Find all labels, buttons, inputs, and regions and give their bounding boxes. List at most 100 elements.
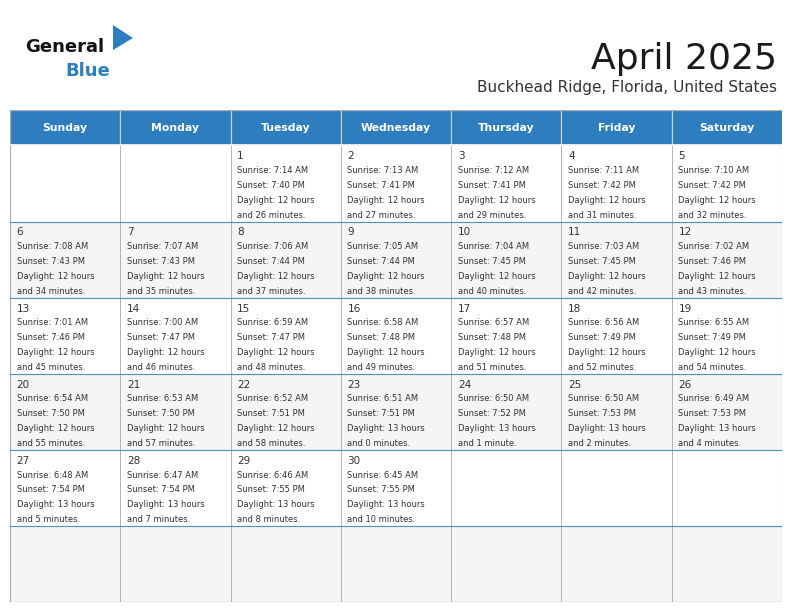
Text: Sunrise: 7:01 AM: Sunrise: 7:01 AM (17, 318, 88, 327)
Text: 19: 19 (678, 304, 691, 313)
Text: and 2 minutes.: and 2 minutes. (568, 439, 631, 448)
Bar (451, 146, 562, 222)
Text: Wednesday: Wednesday (361, 123, 431, 133)
Text: 29: 29 (237, 456, 250, 466)
Text: Sunrise: 7:14 AM: Sunrise: 7:14 AM (237, 166, 308, 175)
Text: Sunrise: 7:12 AM: Sunrise: 7:12 AM (458, 166, 529, 175)
Text: Daylight: 12 hours: Daylight: 12 hours (348, 196, 425, 205)
Text: Daylight: 12 hours: Daylight: 12 hours (458, 348, 535, 357)
Text: General: General (25, 38, 104, 56)
Bar (451, 374, 562, 450)
Text: Sunset: 7:47 PM: Sunset: 7:47 PM (127, 333, 195, 342)
Text: Daylight: 12 hours: Daylight: 12 hours (458, 272, 535, 281)
Text: and 34 minutes.: and 34 minutes. (17, 287, 85, 296)
Bar (120, 374, 230, 450)
Text: and 57 minutes.: and 57 minutes. (127, 439, 196, 448)
Text: Sunset: 7:48 PM: Sunset: 7:48 PM (348, 333, 416, 342)
Bar (672, 110, 782, 146)
Text: Daylight: 12 hours: Daylight: 12 hours (678, 196, 756, 205)
Bar (451, 297, 562, 374)
Text: Sunset: 7:44 PM: Sunset: 7:44 PM (237, 257, 305, 266)
Text: Daylight: 13 hours: Daylight: 13 hours (568, 424, 645, 433)
Text: Sunrise: 7:10 AM: Sunrise: 7:10 AM (678, 166, 749, 175)
Text: Sunrise: 6:48 AM: Sunrise: 6:48 AM (17, 471, 88, 480)
Text: and 32 minutes.: and 32 minutes. (678, 211, 747, 220)
Text: Sunset: 7:43 PM: Sunset: 7:43 PM (17, 257, 85, 266)
Text: 7: 7 (127, 228, 134, 237)
Bar (672, 297, 782, 374)
Text: Daylight: 12 hours: Daylight: 12 hours (237, 424, 314, 433)
Text: Daylight: 13 hours: Daylight: 13 hours (348, 424, 425, 433)
Text: Sunrise: 7:11 AM: Sunrise: 7:11 AM (568, 166, 639, 175)
Text: Sunrise: 6:51 AM: Sunrise: 6:51 AM (348, 395, 419, 403)
Bar (672, 450, 782, 526)
Text: Sunset: 7:49 PM: Sunset: 7:49 PM (568, 333, 636, 342)
Text: Sunrise: 6:55 AM: Sunrise: 6:55 AM (678, 318, 749, 327)
Text: 6: 6 (17, 228, 23, 237)
Text: and 54 minutes.: and 54 minutes. (678, 363, 747, 372)
Text: 25: 25 (568, 379, 581, 390)
Text: Daylight: 12 hours: Daylight: 12 hours (127, 348, 204, 357)
Text: Daylight: 12 hours: Daylight: 12 hours (127, 272, 204, 281)
Text: 20: 20 (17, 379, 30, 390)
Text: Sunset: 7:40 PM: Sunset: 7:40 PM (237, 181, 305, 190)
Text: 10: 10 (458, 228, 471, 237)
Polygon shape (113, 25, 133, 50)
Text: Sunset: 7:54 PM: Sunset: 7:54 PM (17, 485, 85, 494)
Bar (120, 222, 230, 297)
Text: Daylight: 12 hours: Daylight: 12 hours (568, 348, 645, 357)
Text: and 45 minutes.: and 45 minutes. (17, 363, 85, 372)
Text: Buckhead Ridge, Florida, United States: Buckhead Ridge, Florida, United States (477, 80, 777, 95)
Text: Sunset: 7:46 PM: Sunset: 7:46 PM (678, 257, 746, 266)
Text: and 4 minutes.: and 4 minutes. (678, 439, 741, 448)
Text: Sunrise: 6:50 AM: Sunrise: 6:50 AM (458, 395, 529, 403)
Text: Daylight: 12 hours: Daylight: 12 hours (348, 272, 425, 281)
Text: 15: 15 (237, 304, 250, 313)
Text: Sunset: 7:45 PM: Sunset: 7:45 PM (458, 257, 526, 266)
Bar (341, 526, 451, 602)
Text: and 58 minutes.: and 58 minutes. (237, 439, 306, 448)
Text: 23: 23 (348, 379, 360, 390)
Text: Sunset: 7:53 PM: Sunset: 7:53 PM (568, 409, 636, 418)
Text: Monday: Monday (151, 123, 200, 133)
Text: Daylight: 12 hours: Daylight: 12 hours (348, 348, 425, 357)
Text: Sunset: 7:51 PM: Sunset: 7:51 PM (348, 409, 415, 418)
Bar (562, 450, 672, 526)
Text: Friday: Friday (598, 123, 635, 133)
Text: and 0 minutes.: and 0 minutes. (348, 439, 410, 448)
Text: 16: 16 (348, 304, 360, 313)
Text: and 1 minute.: and 1 minute. (458, 439, 516, 448)
Text: Daylight: 13 hours: Daylight: 13 hours (678, 424, 756, 433)
Text: Sunrise: 7:13 AM: Sunrise: 7:13 AM (348, 166, 419, 175)
Bar (230, 526, 341, 602)
Bar (451, 222, 562, 297)
Text: April 2025: April 2025 (591, 42, 777, 76)
Text: Sunrise: 6:57 AM: Sunrise: 6:57 AM (458, 318, 529, 327)
Text: Sunset: 7:41 PM: Sunset: 7:41 PM (458, 181, 526, 190)
Bar (451, 526, 562, 602)
Text: 5: 5 (678, 151, 685, 162)
Text: and 43 minutes.: and 43 minutes. (678, 287, 747, 296)
Text: and 31 minutes.: and 31 minutes. (568, 211, 637, 220)
Text: 30: 30 (348, 456, 360, 466)
Text: Daylight: 13 hours: Daylight: 13 hours (17, 500, 94, 509)
Text: Sunset: 7:42 PM: Sunset: 7:42 PM (568, 181, 636, 190)
Text: Sunrise: 7:03 AM: Sunrise: 7:03 AM (568, 242, 639, 252)
Text: Daylight: 12 hours: Daylight: 12 hours (17, 424, 94, 433)
Text: Sunrise: 7:06 AM: Sunrise: 7:06 AM (237, 242, 308, 252)
Text: 8: 8 (237, 228, 244, 237)
Text: Sunset: 7:48 PM: Sunset: 7:48 PM (458, 333, 526, 342)
Text: Sunrise: 6:56 AM: Sunrise: 6:56 AM (568, 318, 639, 327)
Text: Daylight: 12 hours: Daylight: 12 hours (17, 272, 94, 281)
Text: and 8 minutes.: and 8 minutes. (237, 515, 300, 524)
Text: Daylight: 12 hours: Daylight: 12 hours (237, 348, 314, 357)
Text: 2: 2 (348, 151, 354, 162)
Bar (10, 222, 120, 297)
Bar (341, 146, 451, 222)
Bar (10, 110, 120, 146)
Text: 27: 27 (17, 456, 30, 466)
Text: 26: 26 (678, 379, 691, 390)
Bar (672, 222, 782, 297)
Bar (562, 146, 672, 222)
Text: Sunset: 7:42 PM: Sunset: 7:42 PM (678, 181, 746, 190)
